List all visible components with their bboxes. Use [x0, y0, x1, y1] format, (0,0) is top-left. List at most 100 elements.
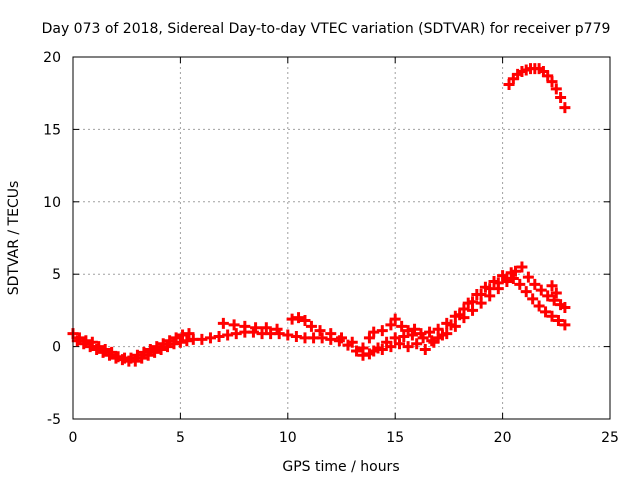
data-point	[492, 283, 504, 295]
x-tick-label: 10	[279, 430, 297, 446]
data-point	[546, 280, 558, 292]
data-point	[183, 328, 195, 340]
data-point	[393, 338, 405, 350]
data-point	[542, 70, 554, 82]
data-point	[290, 330, 302, 342]
data-point	[559, 302, 571, 314]
data-point	[170, 332, 182, 344]
data-point	[479, 281, 491, 293]
data-point	[428, 336, 440, 348]
data-point	[385, 341, 397, 353]
data-point	[265, 328, 277, 340]
data-point	[542, 290, 554, 302]
data-point	[149, 346, 161, 358]
data-point	[282, 329, 294, 341]
data-point	[396, 320, 408, 332]
data-point	[503, 79, 515, 91]
data-point	[314, 325, 326, 337]
x-tick-label: 20	[494, 430, 512, 446]
data-point	[308, 332, 320, 344]
data-point	[104, 349, 116, 361]
data-point	[368, 345, 380, 357]
data-point	[546, 310, 558, 322]
data-point	[142, 349, 154, 361]
y-tick-label: 10	[43, 195, 61, 211]
data-point	[381, 336, 393, 348]
data-point	[204, 332, 216, 344]
data-point	[368, 326, 380, 338]
data-point	[346, 336, 358, 348]
data-point	[550, 287, 562, 299]
data-point	[527, 293, 539, 305]
data-point	[514, 278, 526, 290]
data-point	[419, 343, 431, 355]
data-point	[305, 320, 317, 332]
data-point	[91, 343, 103, 355]
data-point	[540, 306, 552, 318]
data-point	[256, 328, 268, 340]
data-point	[260, 322, 272, 334]
data-point	[454, 309, 466, 321]
data-point	[484, 290, 496, 302]
data-point	[417, 332, 429, 344]
data-point	[351, 345, 363, 357]
data-point	[228, 319, 240, 331]
data-point	[507, 273, 519, 285]
data-point	[507, 73, 519, 85]
data-point	[363, 332, 375, 344]
data-point	[389, 313, 401, 325]
data-point	[475, 297, 487, 309]
chart-title: Day 073 of 2018, Sidereal Day-to-day VTE…	[42, 21, 611, 37]
data-point	[552, 315, 564, 327]
data-point	[529, 278, 541, 290]
grid-layer	[73, 57, 610, 419]
data-point	[187, 333, 199, 345]
data-point	[409, 323, 421, 335]
data-point	[217, 317, 229, 329]
data-point	[271, 323, 283, 335]
data-point	[559, 102, 571, 114]
data-point	[402, 341, 414, 353]
data-point	[520, 286, 532, 298]
y-tick-label: 20	[43, 50, 61, 66]
data-point	[505, 267, 517, 279]
data-point	[78, 338, 90, 350]
data-point	[196, 333, 208, 345]
data-points-layer	[67, 63, 571, 367]
data-point	[299, 315, 311, 327]
data-point	[516, 261, 528, 273]
data-point	[522, 271, 534, 283]
y-axis-label: SDTVAR / TECUs	[6, 181, 22, 296]
data-point	[84, 341, 96, 353]
data-point	[445, 319, 457, 331]
y-tick-label: -5	[47, 412, 61, 428]
x-tick-label: 5	[176, 430, 185, 446]
data-point	[398, 330, 410, 342]
x-tick-label: 25	[601, 430, 619, 446]
data-point	[376, 343, 388, 355]
x-tick-label: 0	[69, 430, 78, 446]
data-point	[462, 297, 474, 309]
data-point	[537, 65, 549, 77]
data-point	[406, 329, 418, 341]
data-point	[376, 325, 388, 337]
y-tick-label: 0	[52, 340, 61, 356]
data-point	[424, 326, 436, 338]
data-point	[497, 270, 509, 282]
data-point	[325, 328, 337, 340]
data-point	[316, 332, 328, 344]
data-point	[546, 76, 558, 88]
data-point	[432, 323, 444, 335]
data-point	[299, 332, 311, 344]
data-point	[336, 332, 347, 344]
data-point	[222, 329, 234, 341]
data-point	[136, 352, 148, 364]
data-point	[411, 338, 423, 350]
data-point	[467, 304, 479, 316]
data-point	[357, 342, 369, 354]
data-point	[129, 355, 141, 367]
x-axis-label: GPS time / hours	[282, 459, 399, 475]
data-point	[97, 346, 109, 358]
data-point	[548, 294, 560, 306]
